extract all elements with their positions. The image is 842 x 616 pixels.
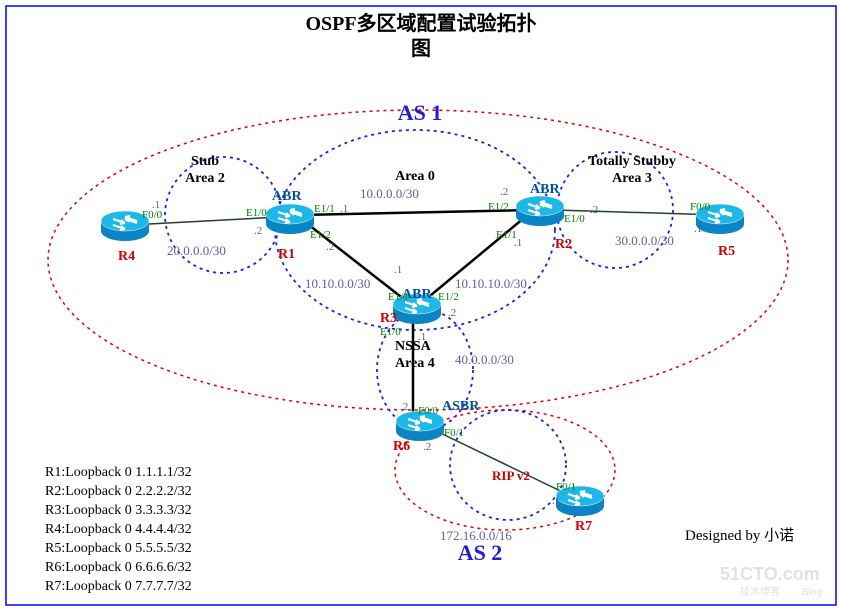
lb-r4: R4:Loopback 0 4.4.4.4/32 bbox=[45, 522, 192, 537]
lb-r5: R5:Loopback 0 5.5.5.5/32 bbox=[45, 541, 192, 556]
net-total: 30.0.0.0/30 bbox=[615, 233, 674, 248]
net-area0-left: 10.10.0.0/30 bbox=[305, 276, 370, 291]
if-r7-f01: F0/1 bbox=[556, 481, 576, 493]
area2-label-2: Area 2 bbox=[185, 171, 225, 186]
title-line1: OSPF多区域配置试验拓扑 bbox=[305, 11, 536, 35]
r1-name: R1 bbox=[278, 247, 295, 262]
lb-r3: R3:Loopback 0 3.3.3.3/32 bbox=[45, 503, 192, 518]
watermark: 51CTO.com 技术博客 Blog bbox=[720, 564, 822, 598]
h-r2-top: .2 bbox=[500, 186, 508, 198]
h-r7: .1 bbox=[552, 495, 560, 507]
as2-label: AS 2 bbox=[458, 540, 503, 565]
net-area0-right: 10.10.10.0/30 bbox=[455, 276, 527, 291]
wm-sub2: Blog bbox=[802, 587, 822, 598]
h-r1-bot: .2 bbox=[326, 241, 334, 253]
if-r6-f00: F0/0 bbox=[418, 405, 439, 417]
r7-name: R7 bbox=[575, 519, 592, 534]
if-r2-e10: E1/0 bbox=[564, 213, 585, 225]
h-r3-b: .1 bbox=[418, 331, 426, 343]
loopback-legend: R1:Loopback 0 1.1.1.1/32 R2:Loopback 0 2… bbox=[45, 465, 192, 594]
area2-label-1: Stub bbox=[191, 154, 219, 169]
lb-r2: R2:Loopback 0 2.2.2.2/32 bbox=[45, 484, 192, 499]
wm-main: 51CTO.com bbox=[720, 564, 820, 584]
net-stub: 20.0.0.0/30 bbox=[167, 243, 226, 258]
area4-label-2: Area 4 bbox=[395, 356, 435, 371]
lb-r7: R7:Loopback 0 7.7.7.7/32 bbox=[45, 579, 192, 594]
asbr-r6: ASBR bbox=[442, 399, 480, 414]
h-r6-r: .2 bbox=[423, 441, 431, 453]
if-r3-e10: E1/0 bbox=[380, 326, 401, 338]
abr-r2: ABR bbox=[530, 182, 560, 197]
router-r1-icon bbox=[266, 204, 314, 234]
h-r1-left: .2 bbox=[254, 225, 262, 237]
if-r6-f01: F0/1 bbox=[444, 427, 464, 439]
h-r2-right: .2 bbox=[590, 204, 598, 216]
if-r2-e12: E1/2 bbox=[488, 201, 509, 213]
r2-name: R2 bbox=[555, 237, 572, 252]
area0-label: Area 0 bbox=[395, 169, 435, 184]
lb-r1: R1:Loopback 0 1.1.1.1/32 bbox=[45, 465, 192, 480]
h-r1-top: .1 bbox=[340, 203, 348, 215]
h-r2-bot: .1 bbox=[514, 237, 522, 249]
h-r3-r: .2 bbox=[448, 307, 456, 319]
as1-label: AS 1 bbox=[398, 100, 443, 125]
if-r3-e11: E1/1 bbox=[388, 291, 409, 303]
r5-name: R5 bbox=[718, 244, 735, 259]
router-r2-icon bbox=[516, 196, 564, 226]
designed-by: Designed by 小诺 bbox=[685, 527, 794, 544]
h-r4: .1 bbox=[152, 199, 160, 211]
if-r1-e11: E1/1 bbox=[314, 203, 335, 215]
net-area0-top: 10.0.0.0/30 bbox=[360, 186, 419, 201]
area3-label-2: Area 3 bbox=[612, 171, 652, 186]
h-r5: .1 bbox=[694, 223, 702, 235]
net-nssa: 40.0.0.0/30 bbox=[455, 352, 514, 367]
diagram-canvas: OSPF多区域配置试验拓扑 图 AS 1 Stub Area 2 Area 0 … bbox=[0, 0, 842, 611]
if-r1-e10: E1/0 bbox=[246, 207, 267, 219]
r6-name: R6 bbox=[393, 439, 410, 454]
abr-r1: ABR bbox=[272, 189, 302, 204]
wm-sub1: 技术博客 bbox=[740, 585, 780, 598]
r3-name: R3 bbox=[380, 311, 397, 326]
rip-label: RIP v2 bbox=[492, 468, 530, 483]
h-r3-l: .1 bbox=[394, 264, 402, 276]
area3-label-1: Totally Stubby bbox=[588, 154, 676, 169]
r4-name: R4 bbox=[118, 249, 135, 264]
h-r6-t: .2 bbox=[400, 401, 408, 413]
if-r5-f00: F0/0 bbox=[690, 201, 711, 213]
lb-r6: R6:Loopback 0 6.6.6.6/32 bbox=[45, 560, 192, 575]
title-line2: 图 bbox=[411, 37, 431, 60]
if-r1-e12: E1/2 bbox=[310, 229, 331, 241]
if-r3-e12: E1/2 bbox=[438, 291, 459, 303]
